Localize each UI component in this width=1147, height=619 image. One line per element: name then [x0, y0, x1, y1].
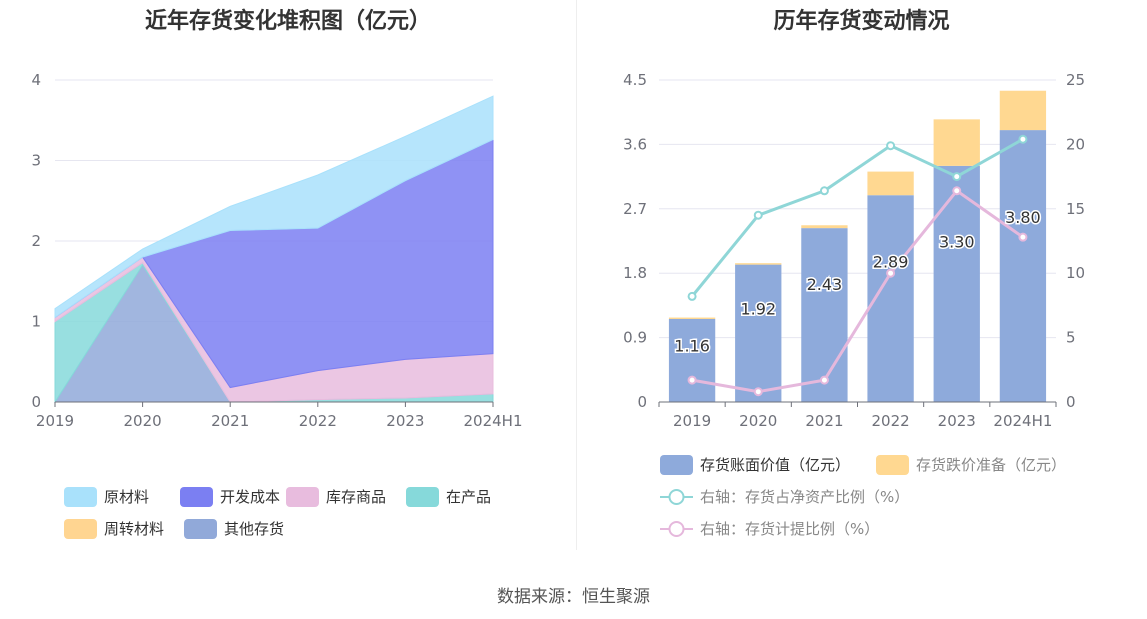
bar-impairment: [801, 225, 848, 229]
left-x-tick-label: 2021: [211, 412, 249, 430]
right-y2-tick-label: 0: [1066, 393, 1076, 411]
left-legend-swatch: [180, 487, 213, 507]
right-y2-tick-label: 25: [1066, 71, 1085, 89]
left-legend-swatch: [286, 487, 319, 507]
right-y-tick-label: 3.6: [623, 135, 647, 153]
bar-value-label: 3.80: [1005, 208, 1041, 227]
left-x-tick-label: 2020: [124, 412, 162, 430]
right-y-tick-label: 0.9: [623, 329, 647, 347]
right-y2-tick-label: 5: [1066, 329, 1076, 347]
left-legend-label: 在产品: [446, 488, 491, 506]
left-x-tick-label: 2022: [299, 412, 337, 430]
right-legend-marker: [668, 521, 685, 537]
right-legend-label: 右轴：存货占净资产比例（%）: [700, 488, 909, 506]
line-point-0: [952, 172, 962, 182]
line-point-0: [687, 291, 697, 301]
right-y2-tick-label: 15: [1066, 200, 1085, 218]
left-x-tick-label: 2023: [386, 412, 424, 430]
right-x-tick-label: 2024H1: [993, 412, 1052, 430]
line-series-1: [691, 188, 1024, 394]
bar-value-label: 1.16: [674, 337, 710, 356]
bar-impairment: [999, 90, 1047, 131]
left-y-tick-label: 0: [31, 393, 41, 411]
right-legend-swatch: [876, 455, 909, 475]
right-legend-swatch: [660, 455, 693, 475]
bar-book-value: [668, 318, 716, 402]
bar-value-label: 1.92: [740, 300, 776, 319]
right-x-tick-label: 2023: [938, 412, 976, 430]
bar-value-label: 2.89: [873, 252, 909, 271]
line-point-1: [952, 186, 962, 196]
line-point-1: [819, 375, 829, 385]
right-y-tick-label: 1.8: [623, 264, 647, 282]
right-y2-tick-label: 20: [1066, 135, 1085, 153]
right-x-tick-label: 2020: [739, 412, 777, 430]
left-x-tick-label: 2024H1: [464, 412, 523, 430]
line-point-0: [819, 186, 829, 196]
left-y-tick-label: 1: [31, 313, 41, 331]
left-legend-swatch: [406, 487, 439, 507]
left-legend-swatch: [184, 519, 217, 539]
bar-impairment: [668, 317, 716, 319]
left-legend-label: 原材料: [104, 488, 149, 506]
line-point-1: [886, 268, 896, 278]
bar-value-label: 3.30: [939, 232, 975, 251]
right-y-tick-label: 2.7: [623, 200, 647, 218]
left-legend-label: 其他存货: [224, 520, 284, 538]
right-legend-label: 存货账面价值（亿元）: [700, 456, 850, 474]
right-x-tick-label: 2022: [871, 412, 909, 430]
line-point-1: [753, 387, 763, 397]
left-legend-label: 周转材料: [104, 520, 164, 538]
bar-book-value: [735, 264, 782, 402]
line-point-0: [886, 141, 896, 151]
line-point-1: [687, 375, 697, 385]
bar-impairment: [867, 171, 914, 196]
line-point-0: [753, 210, 763, 220]
bar-value-label: 2.43: [807, 275, 843, 294]
right-y2-tick-label: 10: [1066, 264, 1085, 282]
right-legend-marker: [668, 489, 685, 505]
left-y-tick-label: 4: [31, 71, 41, 89]
right-legend-label: 右轴：存货计提比例（%）: [700, 520, 879, 538]
line-point-0: [1018, 134, 1028, 144]
data-source: 数据来源：恒生聚源: [497, 587, 650, 607]
left-y-tick-label: 2: [31, 232, 41, 250]
line-point-1: [1018, 232, 1028, 242]
left-x-tick-label: 2019: [36, 412, 74, 430]
right-y-tick-label: 0: [637, 393, 647, 411]
left-legend-label: 开发成本: [220, 488, 280, 506]
line-series-0: [690, 137, 1024, 298]
bar-impairment: [735, 263, 782, 265]
right-x-tick-label: 2019: [673, 412, 711, 430]
left-legend-swatch: [64, 519, 97, 539]
area-series-5: [54, 95, 494, 319]
right-x-tick-label: 2021: [805, 412, 843, 430]
bar-book-value: [999, 130, 1047, 403]
right-y-tick-label: 4.5: [623, 71, 647, 89]
right-chart-title: 历年存货变动情况: [773, 9, 950, 34]
right-legend-label: 存货跌价准备（亿元）: [916, 456, 1066, 474]
left-legend-swatch: [64, 487, 97, 507]
bar-impairment: [933, 119, 980, 166]
left-legend-label: 库存商品: [326, 488, 386, 506]
left-chart-title: 近年存货变化堆积图（亿元）: [144, 9, 431, 34]
panel-divider: [576, 0, 577, 550]
bar-book-value: [801, 228, 848, 402]
left-y-tick-label: 3: [31, 152, 41, 170]
bar-book-value: [933, 165, 980, 402]
